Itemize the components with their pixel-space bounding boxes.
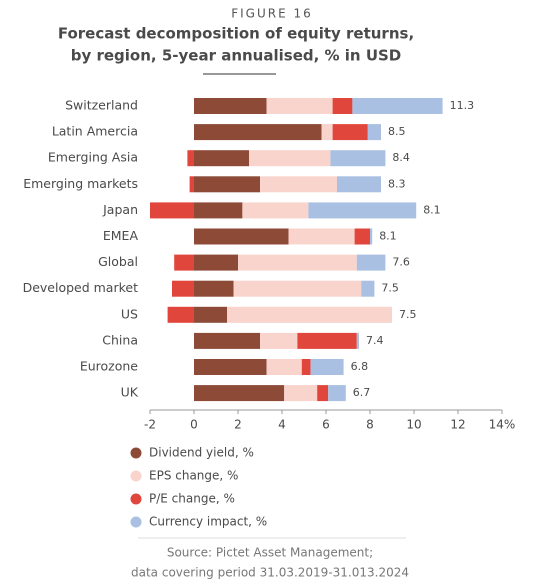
x-tick-label: 8 bbox=[366, 418, 374, 432]
bar-segment bbox=[194, 202, 243, 219]
bar-segment bbox=[361, 280, 375, 297]
category-label: Global bbox=[98, 254, 138, 269]
total-label: 11.3 bbox=[450, 99, 475, 112]
bar-segment bbox=[194, 228, 289, 245]
bar-segment bbox=[266, 359, 302, 375]
bar-segment bbox=[321, 124, 333, 141]
bar-segment bbox=[330, 150, 386, 167]
legend-marker bbox=[130, 447, 142, 459]
x-tick-label: 12 bbox=[450, 418, 465, 432]
legend-label: P/E change, % bbox=[149, 492, 235, 506]
bar-segment bbox=[317, 385, 329, 402]
bar-segment bbox=[194, 124, 322, 141]
total-label: 6.8 bbox=[351, 360, 369, 373]
category-label: Emerging markets bbox=[23, 176, 138, 191]
legend-label: Currency impact, % bbox=[149, 515, 267, 529]
bar-segment bbox=[194, 332, 260, 349]
bar-segment bbox=[310, 359, 344, 375]
chart-title: by region, 5-year annualised, % in USD bbox=[71, 47, 402, 65]
category-label: US bbox=[121, 306, 138, 321]
category-label: Emerging Asia bbox=[48, 150, 138, 165]
x-tick-label: 0 bbox=[190, 418, 198, 432]
legend-marker bbox=[130, 470, 142, 482]
source: data covering period 31.03.2019-31.013.2… bbox=[131, 566, 409, 580]
x-tick-label: -2 bbox=[144, 418, 156, 432]
bar-segment bbox=[189, 176, 194, 193]
category-label: Japan bbox=[102, 202, 138, 217]
category-label: Developed market bbox=[23, 280, 139, 295]
bar-segment bbox=[288, 228, 355, 245]
category-label: Eurozone bbox=[80, 359, 138, 374]
bar-segment bbox=[266, 98, 333, 114]
bar-segment bbox=[242, 202, 309, 219]
x-tick-label: 10 bbox=[406, 418, 421, 432]
total-label: 8.3 bbox=[388, 177, 406, 190]
bar-segment bbox=[194, 359, 267, 375]
bar-segment bbox=[187, 150, 194, 167]
category-label: Latin Amercia bbox=[52, 124, 138, 139]
bar-segment bbox=[194, 176, 260, 193]
total-label: 7.5 bbox=[399, 308, 417, 321]
bar-segment bbox=[233, 280, 362, 297]
bar-segment bbox=[260, 332, 298, 349]
total-label: 6.7 bbox=[353, 386, 371, 399]
bar-segment bbox=[227, 306, 392, 323]
bar-segment bbox=[370, 228, 373, 245]
bar-segment bbox=[172, 280, 194, 297]
total-label: 7.4 bbox=[366, 334, 384, 347]
bar-segment bbox=[238, 254, 357, 271]
category-label: UK bbox=[121, 385, 139, 400]
x-tick-label: 6 bbox=[322, 418, 330, 432]
bar-segment bbox=[297, 332, 357, 349]
bar-segment bbox=[194, 150, 249, 167]
bar-segment bbox=[356, 254, 386, 271]
figure-label: FIGURE 16 bbox=[231, 7, 313, 21]
source: Source: Pictet Asset Management; bbox=[167, 546, 373, 560]
bar-segment bbox=[167, 306, 194, 323]
category-label: China bbox=[102, 332, 138, 347]
total-label: 8.1 bbox=[423, 203, 441, 216]
bar-segment bbox=[332, 124, 368, 141]
category-label: Switzerland bbox=[65, 98, 138, 113]
bar-segment bbox=[367, 124, 381, 141]
bar-segment bbox=[301, 359, 311, 375]
legend-label: Dividend yield, % bbox=[149, 446, 254, 460]
bar-segment bbox=[354, 228, 370, 245]
bar-segment bbox=[352, 98, 443, 114]
bar-segment bbox=[194, 254, 238, 271]
x-tick-label: 2 bbox=[234, 418, 242, 432]
bar-segment bbox=[194, 98, 267, 114]
total-label: 7.5 bbox=[381, 282, 399, 295]
bar-segment bbox=[284, 385, 318, 402]
bar-segment bbox=[194, 385, 285, 402]
total-label: 8.4 bbox=[392, 151, 410, 164]
bar-segment bbox=[194, 306, 227, 323]
total-label: 8.5 bbox=[388, 125, 406, 138]
x-tick-label: 14% bbox=[489, 418, 516, 432]
total-label: 7.6 bbox=[392, 256, 410, 269]
bar-segment bbox=[174, 254, 194, 271]
chart-title: Forecast decomposition of equity returns… bbox=[58, 25, 414, 43]
bar-segment bbox=[194, 280, 234, 297]
legend-marker bbox=[130, 516, 142, 528]
category-label: EMEA bbox=[103, 228, 139, 243]
bar-segment bbox=[308, 202, 417, 219]
bar-segment bbox=[332, 98, 353, 114]
bar-segment bbox=[356, 332, 359, 349]
bar-segment bbox=[260, 176, 337, 193]
x-tick-label: 4 bbox=[278, 418, 286, 432]
bar-segment bbox=[337, 176, 381, 193]
total-label: 8.1 bbox=[379, 230, 397, 243]
legend-label: EPS change, % bbox=[149, 469, 238, 483]
bar-segment bbox=[328, 385, 346, 402]
bar-segment bbox=[150, 202, 194, 219]
legend-marker bbox=[130, 493, 142, 505]
bar-segment bbox=[249, 150, 331, 167]
